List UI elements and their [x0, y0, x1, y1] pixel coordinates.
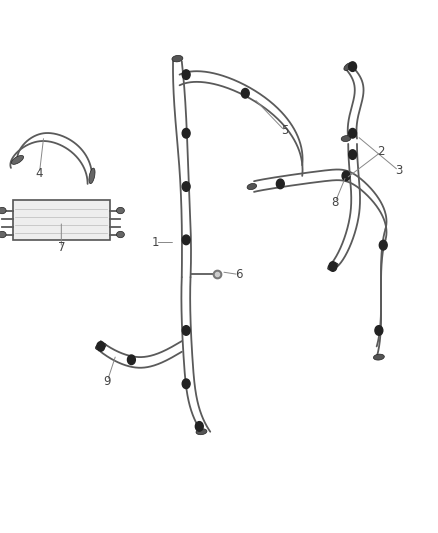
Text: 4: 4 — [35, 167, 43, 180]
Text: 2: 2 — [377, 146, 385, 158]
Circle shape — [276, 179, 284, 189]
Circle shape — [182, 128, 190, 138]
Circle shape — [375, 326, 383, 335]
Circle shape — [182, 379, 190, 389]
Circle shape — [182, 326, 190, 335]
Ellipse shape — [172, 55, 183, 62]
Circle shape — [379, 240, 387, 250]
Ellipse shape — [344, 63, 353, 70]
Ellipse shape — [11, 156, 24, 164]
Circle shape — [97, 342, 105, 351]
Circle shape — [342, 171, 350, 181]
Bar — [13, 200, 110, 240]
Text: 7: 7 — [57, 241, 65, 254]
Ellipse shape — [247, 183, 257, 190]
Circle shape — [349, 128, 357, 138]
Ellipse shape — [196, 429, 207, 435]
Ellipse shape — [117, 231, 124, 238]
Ellipse shape — [117, 207, 124, 214]
Circle shape — [182, 182, 190, 191]
Circle shape — [329, 262, 337, 271]
Text: 1: 1 — [152, 236, 159, 249]
Text: 6: 6 — [235, 268, 243, 281]
Circle shape — [127, 355, 135, 365]
Circle shape — [182, 235, 190, 245]
Text: 9: 9 — [103, 375, 111, 387]
Circle shape — [195, 422, 203, 431]
Ellipse shape — [89, 168, 95, 184]
Text: 3: 3 — [395, 164, 402, 177]
Ellipse shape — [374, 354, 384, 360]
Text: 8: 8 — [332, 196, 339, 209]
Circle shape — [182, 70, 190, 79]
Text: 5: 5 — [281, 124, 288, 137]
Circle shape — [349, 150, 357, 159]
Ellipse shape — [341, 135, 351, 142]
Ellipse shape — [0, 231, 6, 238]
Circle shape — [349, 62, 357, 71]
Ellipse shape — [95, 343, 106, 350]
Circle shape — [241, 88, 249, 98]
Ellipse shape — [0, 207, 6, 214]
Ellipse shape — [328, 263, 338, 270]
